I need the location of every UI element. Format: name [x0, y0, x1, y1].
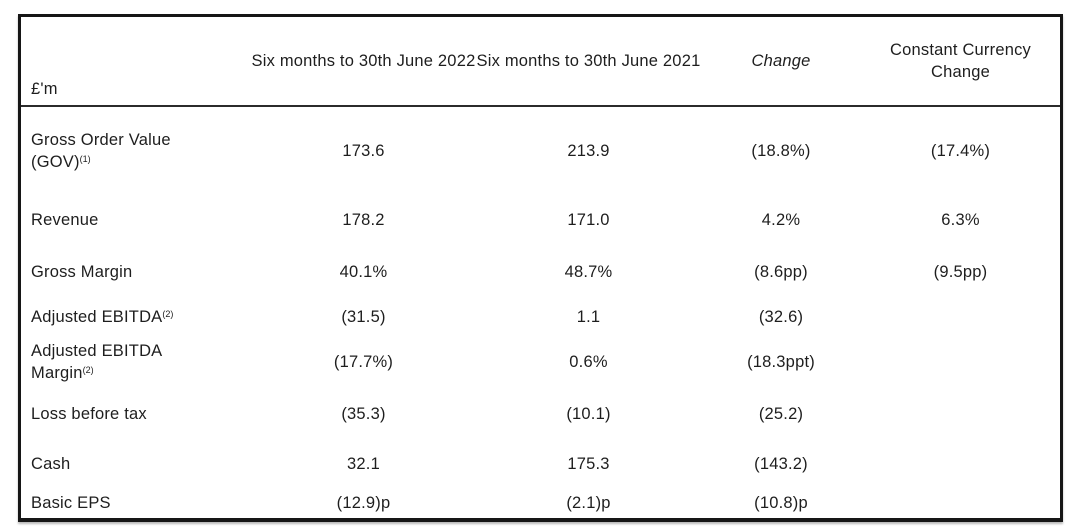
- value-2022: 173.6: [342, 141, 385, 160]
- row-label-line1: Revenue: [31, 211, 99, 229]
- table-row-adjusted-ebitda: Adjusted EBITDA(2) (31.5) 1.1 (32.6): [21, 298, 1060, 336]
- row-label-line1: Adjusted EBITDA: [31, 342, 163, 360]
- value-constant-currency: (17.4%): [930, 141, 991, 160]
- row-label-line1: Cash: [31, 455, 71, 473]
- table-row-cash: Cash 32.1 175.3 (143.2): [21, 440, 1060, 488]
- table-row-gross-order-value: Gross Order Value (GOV)(1) 173.6 213.9 (…: [21, 106, 1060, 194]
- value-2022: 40.1%: [339, 263, 388, 281]
- row-label-line2: Margin(2): [31, 364, 94, 382]
- value-change: (18.8%): [751, 141, 811, 160]
- value-2021: (2.1)p: [566, 494, 611, 512]
- value-constant-currency: (9.5pp): [933, 263, 988, 281]
- value-2022: 32.1: [347, 455, 380, 473]
- table-row-gross-margin: Gross Margin 40.1% 48.7% (8.6pp) (9.5pp): [21, 246, 1060, 298]
- table-row-revenue: Revenue 178.2 171.0 4.2% 6.3%: [21, 194, 1060, 246]
- value-constant-currency: 6.3%: [941, 211, 980, 229]
- value-change: (32.6): [758, 308, 804, 326]
- value-constant-currency: [861, 440, 1060, 488]
- column-header-period-2021: Six months to 30th June 2021: [476, 17, 701, 107]
- value-2021: 0.6%: [569, 353, 608, 371]
- column-header-constant-currency: Constant Currency Change: [861, 17, 1060, 107]
- row-label-line2: (GOV)(1): [31, 152, 91, 171]
- value-2022: (12.9)p: [336, 494, 391, 512]
- row-label: Gross Order Value (GOV)(1): [21, 106, 251, 194]
- value-2022: (31.5): [341, 308, 386, 326]
- value-2021: 48.7%: [564, 263, 613, 281]
- value-constant-currency: [861, 488, 1060, 518]
- footnote-marker: (1): [79, 153, 91, 164]
- value-change: (18.3ppt): [747, 353, 815, 371]
- value-change: (143.2): [754, 455, 808, 473]
- row-label: Adjusted EBITDA(2): [21, 298, 251, 336]
- row-label: Basic EPS: [21, 488, 251, 518]
- value-2021: 171.0: [567, 211, 610, 229]
- table-header-row: £'m Six months to 30th June 2022 Six mon…: [21, 17, 1060, 107]
- value-2022: (35.3): [341, 405, 386, 423]
- value-2021: 175.3: [567, 455, 610, 473]
- column-header-period-2022: Six months to 30th June 2022: [251, 17, 476, 107]
- value-2022: 178.2: [342, 211, 385, 229]
- results-table: £'m Six months to 30th June 2022 Six mon…: [21, 17, 1060, 518]
- row-label-line1: Gross Order Value: [31, 130, 171, 149]
- row-label: Loss before tax: [21, 388, 251, 440]
- financial-results-table: £'m Six months to 30th June 2022 Six mon…: [18, 14, 1063, 522]
- row-label-line1: Loss before tax: [31, 405, 147, 423]
- value-2022: (17.7%): [333, 353, 394, 371]
- row-label-line1: Gross Margin: [31, 263, 133, 281]
- value-2021: 1.1: [576, 308, 601, 326]
- row-label: Revenue: [21, 194, 251, 246]
- column-header-change: Change: [701, 17, 861, 107]
- footnote-marker: (2): [82, 365, 94, 375]
- row-label-line1: Adjusted EBITDA(2): [31, 308, 174, 326]
- row-label: Adjusted EBITDA Margin(2): [21, 336, 251, 388]
- value-change: 4.2%: [761, 211, 801, 229]
- row-label-line1: Basic EPS: [31, 494, 111, 512]
- value-constant-currency: [861, 388, 1060, 440]
- table-row-basic-eps: Basic EPS (12.9)p (2.1)p (10.8)p: [21, 488, 1060, 518]
- value-2021: (10.1): [566, 405, 611, 423]
- row-label: Cash: [21, 440, 251, 488]
- unit-label: £'m: [21, 17, 251, 107]
- footnote-marker: (2): [162, 309, 174, 319]
- value-constant-currency: [861, 298, 1060, 336]
- row-label: Gross Margin: [21, 246, 251, 298]
- value-constant-currency: [861, 336, 1060, 388]
- table-row-adjusted-ebitda-margin: Adjusted EBITDA Margin(2) (17.7%) 0.6% (…: [21, 336, 1060, 388]
- value-change: (10.8)p: [754, 494, 808, 512]
- value-2021: 213.9: [567, 141, 610, 160]
- table-row-loss-before-tax: Loss before tax (35.3) (10.1) (25.2): [21, 388, 1060, 440]
- value-change: (8.6pp): [754, 263, 808, 281]
- value-change: (25.2): [758, 405, 804, 423]
